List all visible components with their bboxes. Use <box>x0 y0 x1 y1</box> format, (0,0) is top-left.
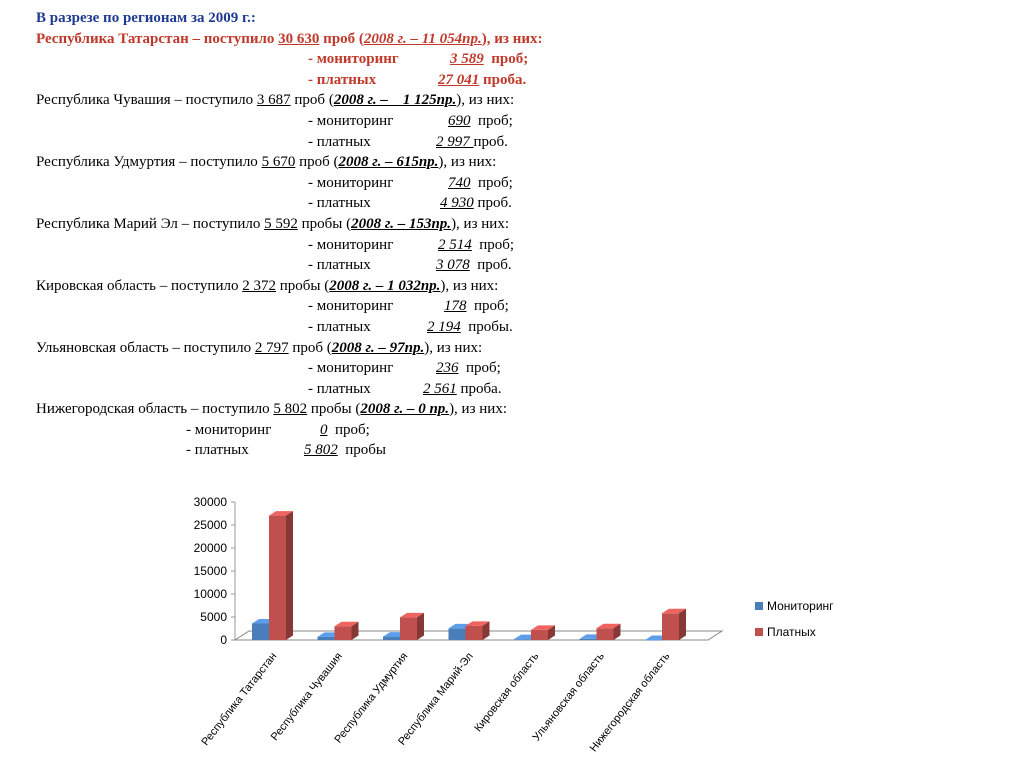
received-value: 2 372 <box>242 277 276 294</box>
monitoring-value: 236 <box>436 360 459 377</box>
x-category-label: Кировская область <box>472 650 541 734</box>
region-paid-mari-el: - платных 3 078 проб. <box>308 257 512 274</box>
regions-bar-chart: 0 5000 10000 15000 20000 25000 30000 Республика… <box>194 495 835 754</box>
bar-monitoring <box>448 628 466 640</box>
year2008-value: 2008 г. – 153пр. <box>351 215 452 232</box>
region-summary-udmurtia: Республика Удмуртия – поступило 5 670 пр… <box>36 154 497 171</box>
region-paid-udmurtia: - платных 4 930 проб. <box>308 195 512 212</box>
bar-monitoring <box>317 636 335 640</box>
region-monitoring-ulyanovsk: - мониторинг 236 проб; <box>308 360 501 377</box>
y-tick-label: 5000 <box>200 610 227 624</box>
region-summary-tatarstan: Республика Татарстан – поступило 30 630 … <box>36 30 543 47</box>
legend-label: Платных <box>767 625 816 639</box>
x-category-label: Ульяновская область <box>530 650 607 743</box>
legend-swatch <box>755 628 763 636</box>
bar-top <box>334 621 359 627</box>
year2008-value: 2008 г. – 11 054пр. <box>363 30 482 47</box>
bar-monitoring <box>252 623 269 640</box>
bar-monitoring <box>579 638 597 640</box>
bar-top <box>400 612 424 618</box>
region-paid-kirov: - платных 2 194 пробы. <box>308 318 513 335</box>
received-value: 30 630 <box>278 30 320 47</box>
bar-side <box>482 621 490 640</box>
received-value: 5 670 <box>261 154 296 171</box>
x-category-label: Республика Марий-Эл <box>396 650 476 747</box>
region-summary-kirov: Кировская область – поступило 2 372 проб… <box>36 277 499 294</box>
y-tick-label: 15000 <box>194 564 228 578</box>
bar-side <box>613 623 621 640</box>
region-paid-tatarstan: - платных 27 041 проба. <box>308 71 527 88</box>
monitoring-value: 0 <box>320 421 328 438</box>
received-value: 2 797 <box>254 339 289 356</box>
received-value: 5 592 <box>264 215 298 232</box>
paid-value: 27 041 <box>438 71 480 88</box>
bar-top <box>465 621 490 626</box>
region-monitoring-mari-el: - мониторинг 2 514 проб; <box>308 236 515 253</box>
region-monitoring-nizhny: - мониторинг 0 проб; <box>186 421 370 438</box>
bar-paid <box>400 617 417 640</box>
bar-side <box>351 621 359 640</box>
bar-paid <box>334 626 352 640</box>
bar-paid <box>465 625 483 640</box>
bar-paid <box>662 613 679 640</box>
bar-monitoring <box>514 639 531 640</box>
region-summary-mari-el: Республика Марий Эл – поступило 5 592 пр… <box>36 215 509 232</box>
region-paid-chuvashia: - платных 2 997 проб. <box>308 133 508 150</box>
x-category-label: Республика Татарстан <box>199 650 279 748</box>
monitoring-value: 178 <box>444 298 467 315</box>
bar-side <box>679 608 686 640</box>
paid-value: 2 561 <box>423 380 457 397</box>
paid-value: 3 078 <box>436 257 470 274</box>
document-heading: В разрезе по регионам за 2009 г.: <box>36 8 996 29</box>
bar-paid <box>531 629 548 640</box>
paid-value: 2 194 <box>427 318 461 335</box>
y-tick-label: 25000 <box>194 518 228 532</box>
region-monitoring-tatarstan: - мониторинг 3 589 проб; <box>308 51 529 68</box>
region-summary-chuvashia: Республика Чувашия – поступило 3 687 про… <box>36 92 515 109</box>
monitoring-value: 690 <box>448 112 471 129</box>
legend-label: Мониторинг <box>767 599 834 613</box>
bar-side <box>286 511 293 640</box>
region-monitoring-udmurtia: - мониторинг 740 проб; <box>308 174 513 191</box>
bar-side <box>417 612 424 640</box>
monitoring-value: 2 514 <box>438 236 472 253</box>
year2008-value: 2008 г. – 1 125пр. <box>333 92 457 109</box>
year2008-value: 2008 г. – 97пр. <box>331 339 425 356</box>
paid-value: 2 997 <box>436 133 474 150</box>
year2008-value: 2008 г. – 0 пр. <box>360 401 450 418</box>
heading-text: В разрезе по регионам за 2009 г.: <box>36 10 256 26</box>
monitoring-value: 3 589 <box>450 51 484 68</box>
bar-side <box>548 625 555 640</box>
bar-top <box>662 608 686 614</box>
y-tick-label: 0 <box>220 633 227 647</box>
y-tick-label: 10000 <box>194 587 228 601</box>
region-paid-nizhny: - платных 5 802 пробы <box>186 442 386 459</box>
region-monitoring-kirov: - мониторинг 178 проб; <box>308 298 509 315</box>
x-category-label: Республика Удмуртия <box>332 650 410 745</box>
x-category-label: Республика Чувашия <box>269 650 345 743</box>
year2008-value: 2008 г. – 615пр. <box>338 154 439 171</box>
bar-paid <box>269 515 286 640</box>
bar-paid <box>596 628 614 640</box>
legend-swatch <box>755 602 763 610</box>
year2008-value: 2008 г. – 1 032пр. <box>329 277 441 294</box>
bar-top <box>269 511 293 516</box>
monitoring-value: 740 <box>448 174 471 191</box>
y-tick-label: 20000 <box>194 541 228 555</box>
bar-monitoring <box>645 640 662 641</box>
received-value: 3 687 <box>256 92 291 109</box>
bar-top <box>531 625 555 630</box>
y-tick-label: 30000 <box>194 495 228 509</box>
region-summary-nizhny: Нижегородская область – поступило 5 802 … <box>36 401 507 418</box>
region-monitoring-chuvashia: - мониторинг 690 проб; <box>308 112 513 129</box>
bar-monitoring <box>383 636 400 640</box>
paid-value: 5 802 <box>304 442 338 459</box>
document-text: В разрезе по регионам за 2009 г.: Респуб… <box>36 8 996 461</box>
region-summary-ulyanovsk: Ульяновская область – поступило 2 797 пр… <box>36 339 483 356</box>
received-value: 5 802 <box>273 401 308 418</box>
paid-value: 4 930 <box>440 195 474 212</box>
bar-top <box>596 623 621 629</box>
region-paid-ulyanovsk: - платных 2 561 проба. <box>308 380 502 397</box>
